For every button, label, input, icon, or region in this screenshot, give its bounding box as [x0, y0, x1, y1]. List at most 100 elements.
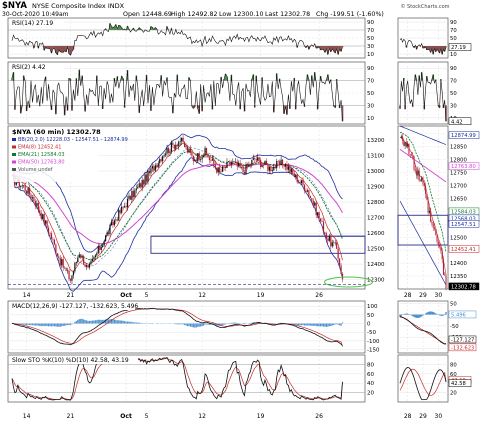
price-candle-body: [189, 148, 192, 153]
price-candle-body: [236, 161, 238, 167]
macd-histogram-bar: [122, 320, 124, 324]
price-candle-body: [109, 225, 111, 235]
macd-histogram-bar: [233, 322, 235, 324]
macd-histogram-bar: [115, 319, 117, 324]
macd-histogram-bar: [295, 323, 297, 325]
macd-histogram-bar: [107, 319, 110, 324]
right-macd-histogram-bar: [419, 314, 422, 318]
macd-histogram-bar: [337, 323, 339, 325]
sto-tick-label: 40: [367, 381, 374, 387]
right-candle-body: [428, 210, 430, 213]
right-candle-body: [419, 180, 421, 182]
macd-histogram-bar: [53, 323, 56, 327]
macd-histogram-bar: [188, 323, 190, 327]
macd-histogram-bar: [59, 323, 61, 327]
right-macd-tick-label: 50: [450, 301, 457, 307]
price-candle-body: [83, 256, 85, 265]
price-candle-body: [151, 166, 153, 169]
price-candle-body: [239, 163, 241, 168]
price-candle-body: [88, 263, 91, 268]
price-candle-body: [64, 267, 66, 269]
price-candle-body: [125, 206, 127, 208]
price-candle-body: [91, 258, 94, 262]
price-candle-body: [81, 256, 83, 258]
right-rsi2-tick-label: 70: [450, 79, 457, 85]
macd-histogram-bar: [300, 323, 303, 326]
macd-histogram-bar: [336, 323, 338, 325]
macd-histogram-bar: [20, 323, 22, 325]
macd-histogram-bar: [195, 323, 197, 328]
macd-histogram-bar: [66, 323, 69, 325]
right-rsi2-tick-label: 90: [450, 66, 457, 72]
price-candle-body: [284, 164, 287, 167]
price-candle-body: [58, 256, 60, 259]
price-candle-body: [181, 137, 183, 142]
right-price-value-box: [448, 245, 480, 253]
price-candle-body: [43, 214, 45, 224]
macd-histogram-bar: [321, 323, 323, 327]
right-sto-k-line: [399, 366, 447, 401]
price-candle-body: [138, 183, 140, 188]
right-price-tick-label: 12400: [450, 261, 467, 267]
price-candle-body: [211, 159, 213, 161]
right-bb-upper-line: [399, 125, 447, 145]
price-candle-body: [40, 213, 42, 219]
price-candle-body: [159, 159, 161, 164]
right-candle-body: [440, 246, 442, 251]
macd-histogram-bar: [290, 323, 292, 325]
macd-histogram-bar: [33, 323, 35, 326]
price-candle-body: [186, 146, 189, 153]
price-candle-body: [122, 206, 124, 208]
macd-histogram-bar: [61, 323, 63, 327]
price-candle-body: [208, 157, 211, 161]
price-candle-body: [96, 253, 98, 256]
ema50-legend: EMA(50) 12763.80: [18, 160, 65, 166]
right-candle-body: [441, 250, 443, 260]
macd-histogram-bar: [87, 320, 89, 324]
right-macd-histogram-bar: [428, 311, 431, 315]
price-candle-body: [290, 168, 292, 173]
right-price-tick-label: 12350: [450, 274, 467, 280]
rsi2-tick-label: 90: [367, 66, 374, 72]
price-candle-body: [200, 159, 202, 160]
macd-histogram-bar: [204, 323, 206, 325]
price-candle-body: [100, 246, 102, 250]
right-ema50-line: [399, 148, 447, 183]
right-macd-histogram-bar: [414, 314, 417, 318]
price-candle-body: [300, 180, 303, 184]
right-candle-body: [444, 274, 446, 276]
macd-histogram-bar: [23, 323, 25, 325]
header-symbol: $NYA: [2, 1, 27, 11]
right-price-tick-label: 12500: [450, 235, 467, 241]
right-date-axis-label: 28: [404, 413, 412, 420]
macd-histogram-bar: [341, 322, 344, 324]
macd-histogram-bar: [49, 323, 51, 327]
macd-histogram-bar: [327, 323, 329, 327]
macd-histogram-bar: [251, 322, 253, 324]
macd-histogram-bar: [77, 319, 79, 324]
price-candle-body: [163, 155, 165, 157]
macd-histogram-bar: [85, 320, 88, 324]
price-candle-body: [195, 159, 197, 162]
price-candle-body: [115, 219, 117, 221]
right-price-tick-label: 12700: [450, 184, 467, 190]
right-macd-histogram-bar: [435, 313, 437, 315]
right-price-tick-label: 12650: [450, 196, 467, 202]
macd-histogram-bar: [302, 323, 304, 326]
price-candle-body: [302, 180, 304, 185]
price-candle-body: [80, 254, 82, 258]
macd-histogram-bar: [50, 323, 53, 327]
macd-histogram-bar: [183, 323, 186, 326]
macd-histogram-bar: [126, 321, 129, 324]
price-candle-body: [176, 144, 178, 147]
price-candle-body: [134, 190, 136, 198]
price-candle-body: [129, 195, 132, 200]
right-candle-body: [405, 142, 407, 147]
right-macd-histogram-bar: [442, 314, 445, 316]
macd-histogram-bar: [134, 322, 136, 324]
price-candle-body: [260, 159, 262, 167]
macd-histogram-bar: [47, 323, 50, 327]
price-candle-body: [18, 178, 20, 187]
rsi14-label: RSI(14) 27.19: [12, 20, 53, 27]
